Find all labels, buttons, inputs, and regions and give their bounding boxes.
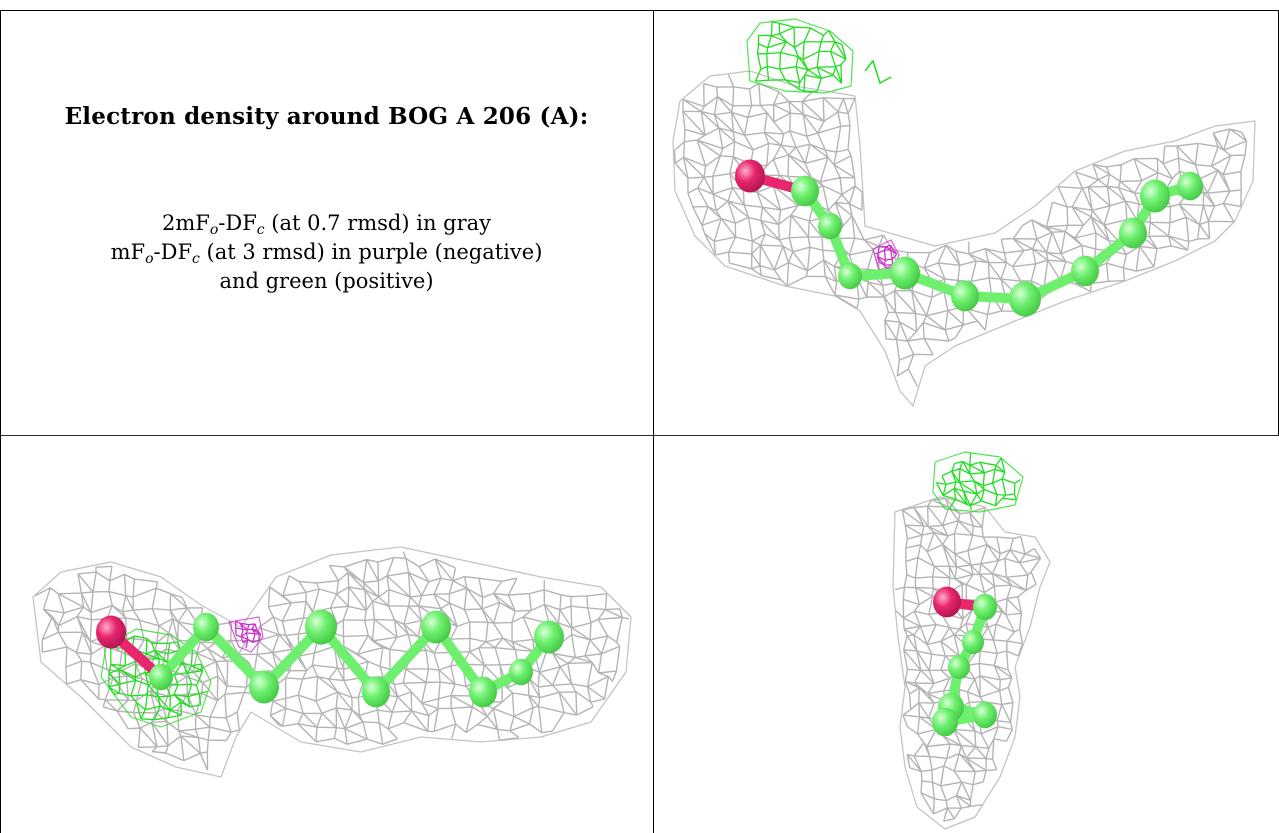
density-view-top [655, 11, 1278, 435]
figure-caption: 2mFo-DFc (at 0.7 rmsd) in gray mFo-DFc (… [1, 209, 652, 296]
carbon-atom [1177, 171, 1203, 201]
caption-line-2fofc: 2mFo-DFc (at 0.7 rmsd) in gray [161, 211, 492, 238]
carbon-atom [362, 676, 390, 708]
density-mesh-negative [228, 616, 264, 653]
carbon-atom [534, 620, 564, 654]
table-mid-rule [0, 435, 1279, 436]
carbon-atom [1119, 217, 1147, 249]
carbon-atom [932, 707, 958, 737]
density-render-side [32, 546, 632, 778]
carbon-atom [509, 658, 533, 686]
carbon-atom [951, 280, 979, 312]
density-mesh-2fofc [32, 546, 632, 778]
carbon-atom [890, 256, 920, 290]
carbon-atom [791, 175, 819, 207]
carbon-atom [1071, 255, 1099, 287]
carbon-atom [469, 676, 497, 708]
ligand-bog [735, 159, 1203, 317]
oxygen-atom [96, 615, 126, 649]
density-mesh-positive [932, 451, 1024, 513]
carbon-atom [948, 654, 970, 680]
carbon-atom [962, 629, 984, 655]
ligand-bog [96, 609, 564, 708]
carbon-atom [249, 670, 279, 704]
table-top-rule [0, 10, 1279, 11]
caption-cell: Electron density around BOG A 206 (A): 2… [1, 11, 652, 435]
density-view-side [1, 437, 652, 833]
caption-line-fofc-cont: and green (positive) [219, 269, 434, 293]
carbon-atom [421, 610, 451, 644]
carbon-atom [149, 663, 173, 691]
density-mesh-positive-fragment [864, 59, 892, 85]
density-view-end [655, 437, 1278, 833]
table-left-rule [0, 10, 1, 833]
density-mesh-2fofc [672, 70, 1256, 407]
density-render-top [672, 18, 1256, 407]
carbon-atom [305, 609, 337, 645]
carbon-atom [838, 262, 862, 290]
carbon-atom [818, 212, 842, 240]
carbon-atom [1009, 281, 1041, 317]
carbon-atom [973, 593, 997, 621]
table-center-rule [653, 10, 654, 833]
oxygen-atom [735, 159, 765, 193]
carbon-atom [193, 612, 219, 642]
carbon-atom [973, 701, 997, 729]
ligand-bog [932, 586, 997, 737]
caption-line-fofc: mFo-DFc (at 3 rmsd) in purple (negative) [110, 240, 543, 267]
density-mesh-2fofc [892, 496, 1051, 830]
oxygen-atom [933, 586, 961, 618]
density-mesh-positive [746, 18, 854, 94]
carbon-atom [1140, 179, 1170, 213]
density-render-end [892, 451, 1051, 830]
figure-title: Electron density around BOG A 206 (A): [64, 103, 589, 130]
